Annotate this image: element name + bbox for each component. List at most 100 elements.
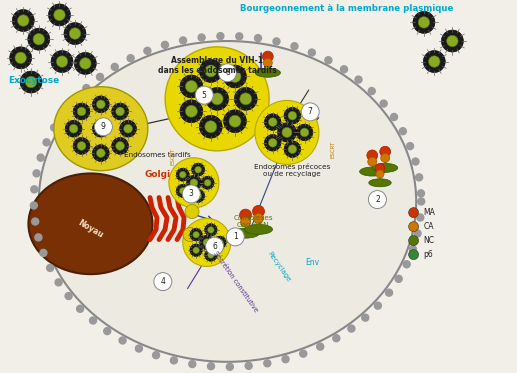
Circle shape (207, 363, 215, 370)
Text: Noyau: Noyau (77, 218, 104, 239)
Circle shape (333, 335, 340, 342)
Circle shape (219, 64, 236, 82)
Circle shape (254, 35, 262, 42)
Circle shape (83, 85, 90, 92)
Circle shape (429, 56, 440, 67)
Text: Recyclage: Recyclage (267, 251, 292, 283)
Circle shape (268, 138, 277, 147)
Circle shape (214, 236, 226, 249)
Circle shape (273, 38, 280, 45)
Circle shape (183, 228, 197, 242)
Circle shape (183, 185, 200, 203)
Circle shape (31, 202, 37, 209)
Circle shape (408, 222, 419, 232)
Circle shape (204, 179, 211, 186)
Text: Exocytose: Exocytose (8, 76, 59, 85)
Circle shape (206, 87, 229, 110)
Circle shape (47, 264, 54, 272)
Circle shape (288, 112, 297, 120)
Circle shape (111, 63, 118, 70)
Circle shape (183, 219, 231, 266)
Circle shape (205, 249, 217, 261)
Circle shape (417, 214, 424, 221)
Circle shape (51, 51, 73, 72)
Circle shape (423, 51, 445, 72)
Circle shape (409, 245, 417, 253)
Text: 8: 8 (225, 68, 230, 77)
Circle shape (161, 41, 169, 48)
Circle shape (93, 96, 109, 113)
Circle shape (189, 361, 196, 367)
Circle shape (208, 227, 214, 233)
Circle shape (223, 65, 247, 88)
Circle shape (124, 124, 132, 133)
Circle shape (119, 337, 126, 344)
Circle shape (179, 171, 186, 178)
Circle shape (80, 58, 91, 69)
Text: Complexes
Gag-ARN: Complexes Gag-ARN (234, 216, 273, 228)
Circle shape (195, 166, 202, 173)
Circle shape (112, 103, 129, 120)
Circle shape (380, 146, 390, 157)
Circle shape (211, 93, 223, 105)
Circle shape (201, 176, 214, 189)
Circle shape (288, 145, 297, 153)
Circle shape (37, 154, 44, 161)
Circle shape (229, 70, 241, 82)
Circle shape (223, 110, 247, 133)
Circle shape (200, 60, 222, 82)
Circle shape (74, 53, 96, 74)
Circle shape (229, 115, 241, 127)
Circle shape (127, 55, 134, 62)
Circle shape (51, 124, 57, 131)
Circle shape (165, 47, 269, 151)
Circle shape (239, 209, 252, 221)
Circle shape (95, 118, 112, 136)
Circle shape (186, 105, 197, 117)
Text: 3: 3 (189, 189, 194, 198)
Circle shape (362, 314, 369, 321)
Circle shape (413, 12, 435, 33)
Circle shape (97, 100, 105, 109)
Text: Endosomes tardifs: Endosomes tardifs (124, 152, 191, 158)
Circle shape (208, 252, 214, 258)
Text: Golgi: Golgi (145, 170, 171, 179)
Circle shape (264, 134, 281, 151)
Text: 1: 1 (233, 232, 238, 241)
Circle shape (69, 124, 78, 133)
Circle shape (408, 208, 419, 217)
Text: 9: 9 (101, 122, 106, 131)
Text: 5: 5 (202, 91, 207, 100)
Text: 6: 6 (212, 242, 217, 251)
Text: ESCRT: ESCRT (331, 141, 336, 158)
Text: Sécrétion constitutive: Sécrétion constitutive (212, 250, 258, 313)
Circle shape (263, 51, 273, 62)
Text: 2: 2 (375, 195, 380, 204)
Text: p6: p6 (423, 250, 433, 259)
Circle shape (186, 81, 197, 93)
Circle shape (355, 76, 362, 83)
Circle shape (97, 124, 105, 133)
Circle shape (282, 356, 289, 363)
Circle shape (71, 97, 78, 104)
Ellipse shape (373, 163, 398, 172)
Circle shape (116, 141, 125, 150)
Circle shape (386, 289, 392, 296)
Circle shape (176, 168, 189, 181)
Circle shape (380, 100, 387, 107)
Ellipse shape (245, 225, 272, 234)
Circle shape (171, 357, 177, 364)
Circle shape (179, 37, 187, 44)
Text: 7: 7 (308, 107, 313, 116)
Circle shape (217, 33, 224, 40)
Circle shape (301, 103, 319, 121)
Circle shape (186, 175, 202, 190)
Ellipse shape (369, 179, 391, 187)
Circle shape (300, 128, 309, 137)
Circle shape (183, 182, 197, 197)
Circle shape (31, 186, 38, 193)
Circle shape (325, 57, 332, 64)
Circle shape (205, 65, 217, 77)
Circle shape (367, 150, 377, 161)
Circle shape (408, 236, 419, 245)
